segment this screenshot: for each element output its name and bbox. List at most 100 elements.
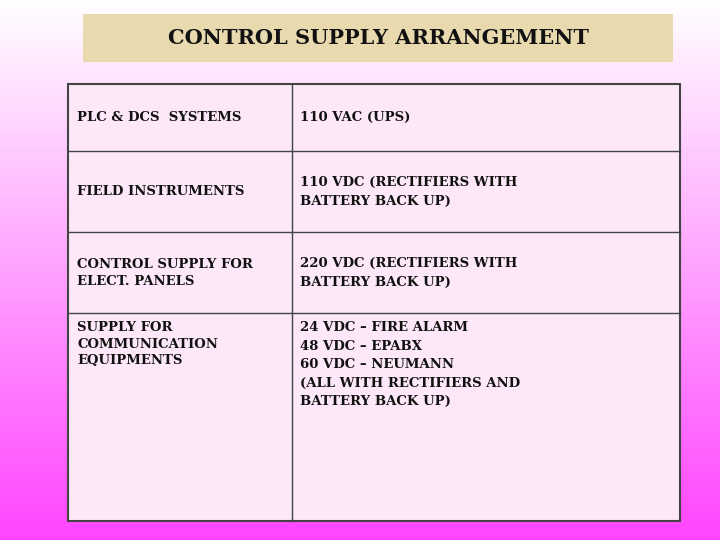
Bar <box>0 374 720 376</box>
Bar <box>0 0 720 2</box>
Bar <box>0 373 720 374</box>
Bar <box>0 497 720 498</box>
Text: 110 VAC (UPS): 110 VAC (UPS) <box>300 111 411 124</box>
Bar <box>0 535 720 536</box>
Bar <box>0 353 720 355</box>
Bar <box>0 198 720 200</box>
Bar <box>0 252 720 254</box>
Bar <box>0 454 720 455</box>
Bar <box>0 513 720 515</box>
Bar <box>0 443 720 444</box>
Bar <box>0 290 720 292</box>
Bar <box>0 238 720 239</box>
Bar <box>0 491 720 493</box>
Bar <box>0 285 720 286</box>
Bar <box>0 466 720 468</box>
Bar <box>0 189 720 191</box>
Bar <box>0 59 720 61</box>
Bar <box>0 403 720 405</box>
Bar <box>0 218 720 220</box>
Bar <box>0 56 720 58</box>
Bar <box>0 522 720 524</box>
Bar <box>0 85 720 86</box>
Bar <box>0 380 720 382</box>
Bar <box>0 525 720 528</box>
Text: SUPPLY FOR
COMMUNICATION
EQUIPMENTS: SUPPLY FOR COMMUNICATION EQUIPMENTS <box>77 321 218 367</box>
Bar <box>0 69 720 70</box>
Bar <box>0 227 720 228</box>
Bar <box>0 349 720 351</box>
Bar <box>0 324 720 326</box>
Text: CONTROL SUPPLY ARRANGEMENT: CONTROL SUPPLY ARRANGEMENT <box>168 28 588 48</box>
Bar <box>0 394 720 396</box>
Bar <box>0 371 720 373</box>
Bar <box>0 194 720 196</box>
Bar <box>0 531 720 533</box>
FancyBboxPatch shape <box>83 14 673 62</box>
Bar <box>0 205 720 207</box>
Bar <box>0 299 720 301</box>
Bar <box>0 420 720 421</box>
Bar <box>0 288 720 290</box>
Bar <box>0 457 720 459</box>
Bar <box>0 204 720 205</box>
Bar <box>0 135 720 137</box>
Bar <box>0 70 720 72</box>
Bar <box>0 346 720 347</box>
Bar <box>0 528 720 529</box>
Bar <box>0 23 720 25</box>
Bar <box>0 313 720 315</box>
Bar <box>0 502 720 504</box>
Bar <box>0 178 720 180</box>
Bar <box>0 142 720 144</box>
Bar <box>0 200 720 201</box>
Bar <box>0 455 720 457</box>
Bar <box>0 139 720 140</box>
Bar <box>0 173 720 174</box>
Bar <box>0 468 720 470</box>
Bar <box>0 155 720 157</box>
Bar <box>0 103 720 104</box>
Bar <box>0 328 720 329</box>
Bar <box>0 92 720 93</box>
Bar <box>0 317 720 319</box>
Bar <box>0 2 720 4</box>
Bar <box>0 214 720 216</box>
Bar <box>0 113 720 115</box>
Bar <box>0 261 720 263</box>
Bar <box>0 509 720 511</box>
Bar <box>0 32 720 34</box>
Bar <box>0 79 720 81</box>
Bar <box>0 501 720 502</box>
Bar <box>0 20 720 22</box>
Bar <box>0 390 720 393</box>
Bar <box>0 50 720 52</box>
Bar <box>0 474 720 475</box>
Bar <box>0 488 720 490</box>
Bar <box>0 236 720 238</box>
Bar <box>0 232 720 234</box>
Bar <box>0 444 720 447</box>
Bar <box>0 508 720 509</box>
Bar <box>0 463 720 464</box>
Bar <box>0 401 720 403</box>
Bar <box>0 363 720 366</box>
Bar <box>0 221 720 223</box>
Bar <box>0 439 720 441</box>
Bar <box>0 158 720 160</box>
Bar <box>0 425 720 427</box>
Bar <box>0 225 720 227</box>
Bar <box>0 124 720 126</box>
Bar <box>0 486 720 488</box>
Bar <box>0 367 720 369</box>
Bar <box>0 360 720 362</box>
Bar <box>0 66 720 69</box>
Bar <box>0 293 720 295</box>
Bar <box>0 351 720 353</box>
Bar <box>0 250 720 252</box>
Bar <box>0 209 720 211</box>
Bar <box>0 506 720 508</box>
Bar <box>0 108 720 110</box>
Bar <box>0 196 720 198</box>
Bar <box>0 378 720 380</box>
